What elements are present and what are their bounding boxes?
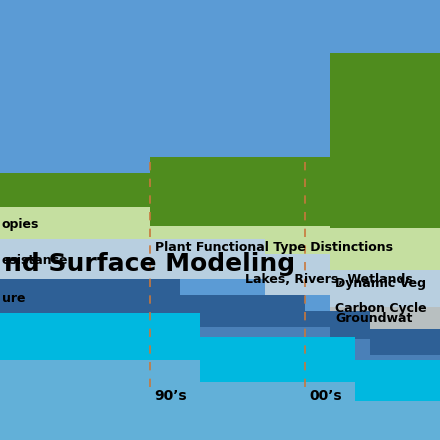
- Polygon shape: [0, 360, 440, 440]
- Text: Plant Functional Type Distinctions: Plant Functional Type Distinctions: [155, 241, 393, 253]
- Text: 00’s: 00’s: [309, 389, 341, 403]
- Polygon shape: [0, 238, 440, 308]
- Text: esistance: esistance: [2, 254, 69, 268]
- Polygon shape: [330, 297, 440, 323]
- Polygon shape: [0, 279, 440, 355]
- Polygon shape: [330, 270, 440, 297]
- Polygon shape: [0, 207, 440, 270]
- Text: nd Surface Modeling: nd Surface Modeling: [4, 252, 296, 275]
- Text: Carbon Cycle: Carbon Cycle: [335, 302, 427, 315]
- Text: ure: ure: [2, 293, 26, 305]
- Polygon shape: [330, 308, 440, 329]
- Polygon shape: [0, 53, 440, 228]
- Text: opies: opies: [2, 218, 39, 231]
- Polygon shape: [0, 313, 440, 381]
- Text: Dynamic Veg: Dynamic Veg: [335, 277, 426, 290]
- Text: Groundwat: Groundwat: [335, 312, 412, 325]
- Text: Lakes, Rivers, Wetlands: Lakes, Rivers, Wetlands: [245, 273, 413, 286]
- Text: 90’s: 90’s: [154, 389, 187, 403]
- Polygon shape: [0, 313, 440, 401]
